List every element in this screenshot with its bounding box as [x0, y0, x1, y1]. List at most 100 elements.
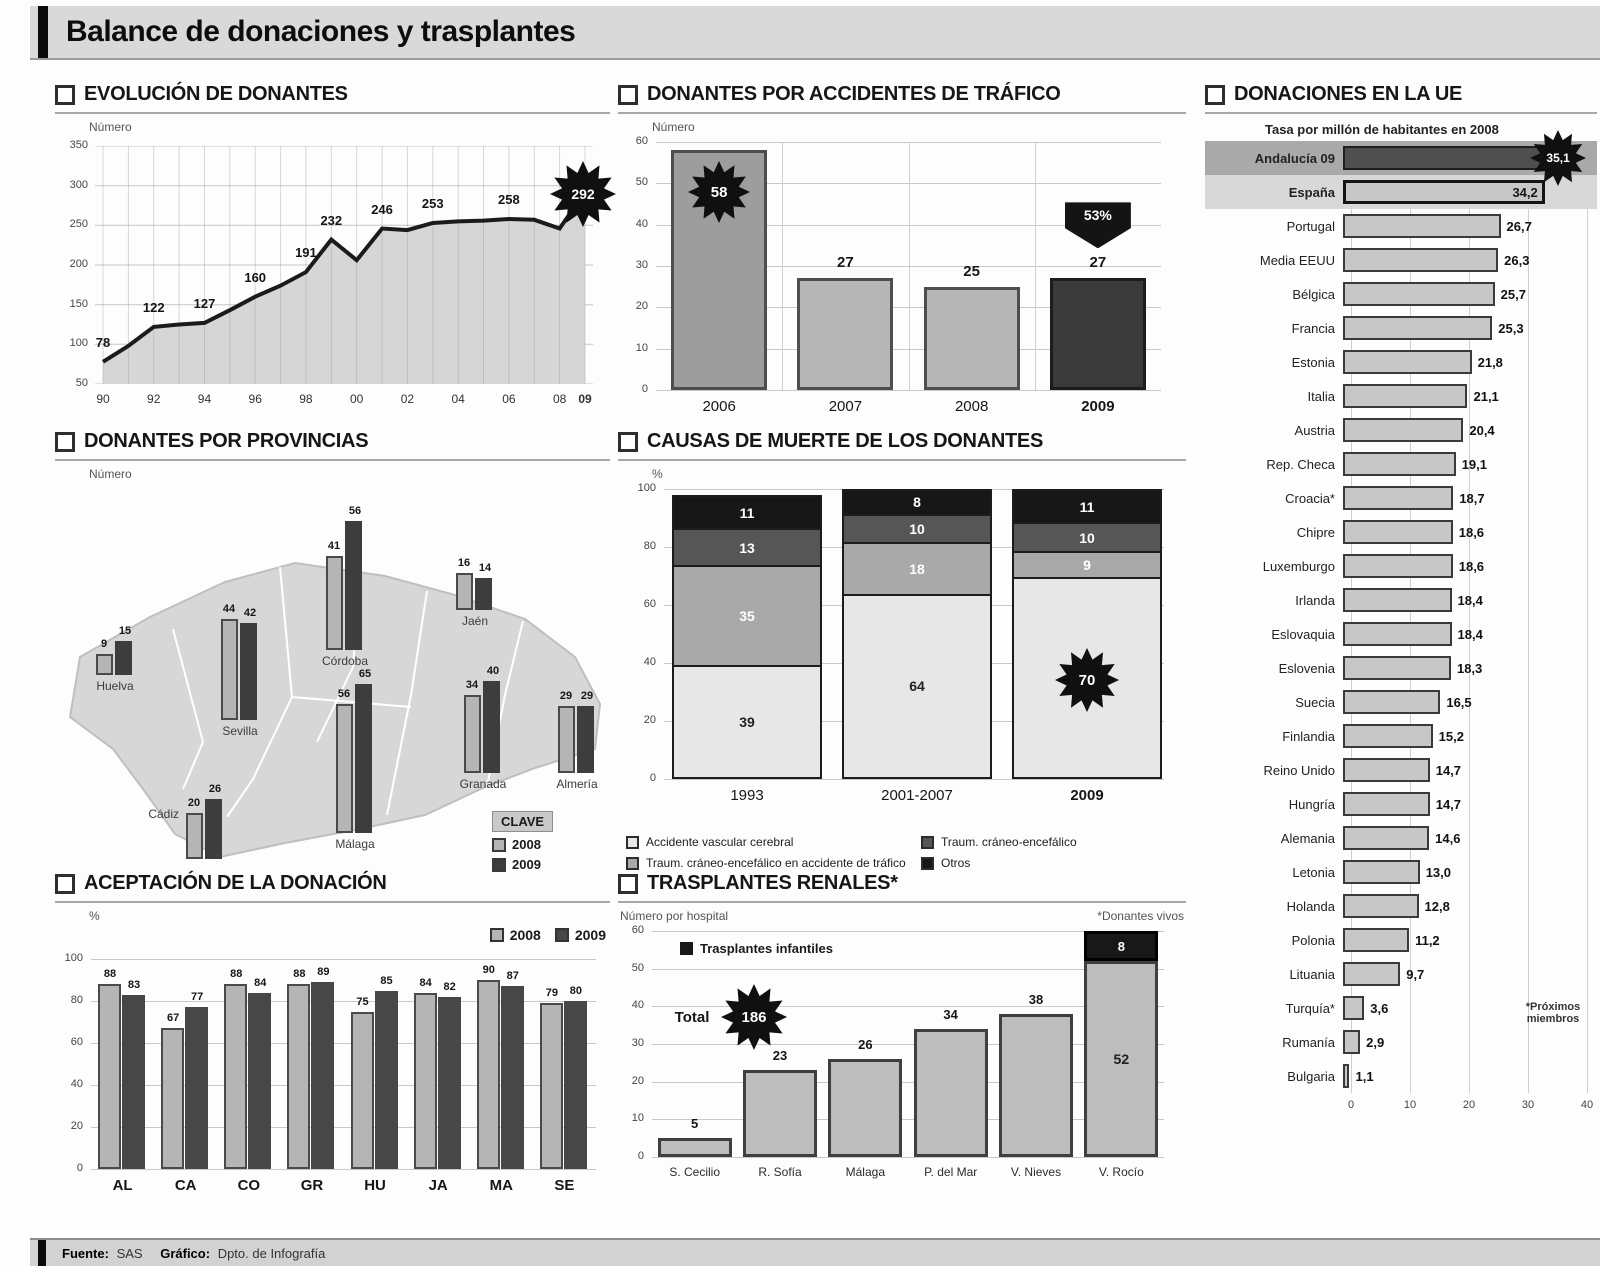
y-axis-tick: 40 — [70, 1078, 83, 1090]
province-value-2009: 15 — [118, 624, 132, 637]
bar-value-2009: 89 — [317, 966, 330, 979]
y-axis-tick: 20 — [643, 714, 656, 726]
starburst-icon — [688, 161, 751, 224]
eu-country-row: Alemania 14,6 — [1205, 821, 1597, 855]
province-value-2008: 41 — [327, 539, 341, 552]
y-axis-tick: 60 — [631, 924, 644, 936]
x-axis-category: V. Nieves — [1010, 1165, 1062, 1179]
gridline — [656, 390, 1161, 391]
country-label: Holanda — [1286, 898, 1335, 914]
stacked-column-2001-2007: 8 10 18 64 — [842, 489, 992, 779]
country-label: Eslovaquia — [1271, 626, 1335, 642]
country-label: Finlandia — [1282, 728, 1335, 744]
acceptance-bar-2009 — [563, 1001, 587, 1169]
country-bar: 34,2 — [1343, 180, 1545, 204]
province-bar-2009 — [483, 681, 500, 773]
country-value: 16,5 — [1446, 694, 1472, 710]
eu-country-row: Finlandia 15,2 — [1205, 719, 1597, 753]
line-chart-canvas — [95, 145, 593, 385]
y-axis-tick: 20 — [631, 1074, 644, 1087]
bar-value-2008: 84 — [419, 976, 432, 989]
country-bar — [1343, 996, 1365, 1020]
country-label: Alemania — [1280, 830, 1335, 846]
country-label: Chipre — [1296, 524, 1335, 540]
gridline — [652, 1081, 1164, 1083]
legend-label: 2009 — [512, 857, 541, 872]
data-point-label: 258 — [498, 191, 520, 207]
country-bar — [1343, 350, 1472, 374]
hospital-bar — [657, 1138, 732, 1157]
country-value: 2,9 — [1366, 1034, 1385, 1050]
section-header: EVOLUCIÓN DE DONANTES — [55, 83, 610, 114]
footer-left-bar — [38, 1240, 46, 1266]
x-axis-tick: 40 — [1580, 1099, 1594, 1111]
x-axis-tick: 00 — [349, 392, 364, 406]
y-axis-tick: 60 — [70, 1036, 83, 1048]
section-header: TRASPLANTES RENALES* — [618, 872, 1186, 903]
footer: Fuente: SAS Gráfico: Dpto. de Infografía — [30, 1238, 1600, 1266]
country-label: Eslovenia — [1278, 660, 1335, 676]
section-title: ACEPTACIÓN DE LA DONACIÓN — [84, 872, 387, 894]
country-value: 25,3 — [1498, 320, 1524, 336]
x-axis-tick: 90 — [96, 392, 110, 406]
map-legend: CLAVE 2008 2009 — [492, 811, 584, 872]
footnote-label: *Donantes vivos — [1097, 909, 1184, 923]
gridline — [652, 1119, 1164, 1121]
eu-country-row: Francia 25,3 — [1205, 311, 1597, 345]
gridline — [91, 1127, 596, 1128]
province-bar-2009 — [115, 640, 132, 675]
axis-unit-label: Número — [652, 120, 695, 134]
gridline — [652, 1044, 1164, 1045]
gridline — [91, 1169, 596, 1170]
legend-label: Traum. cráneo-encefálico — [941, 835, 1077, 849]
country-bar — [1343, 146, 1551, 170]
panel-donantes-provincias: DONANTES POR PROVINCIAS Número CLAVE 200… — [55, 430, 610, 872]
country-bar — [1343, 622, 1452, 646]
segment-1: 39 — [674, 665, 820, 777]
segment-1: 70 — [1014, 576, 1160, 777]
bar-value-label: 38 — [1028, 991, 1044, 1007]
country-label: Bélgica — [1292, 286, 1335, 302]
x-axis-category: CO — [237, 1177, 261, 1194]
data-point-label: 160 — [244, 269, 267, 285]
province-bar-2008 — [96, 654, 113, 675]
starburst-value: 35,1 — [1546, 151, 1570, 165]
province-bar-2009 — [355, 683, 372, 833]
x-axis-tick: 96 — [248, 392, 262, 406]
legend-swatch-icon — [626, 836, 639, 849]
y-axis-tick: 300 — [69, 178, 88, 191]
bar-value-2009: 77 — [191, 991, 204, 1004]
source-value: SAS — [116, 1245, 143, 1261]
country-label: Letonia — [1292, 864, 1335, 880]
x-axis-category: SE — [554, 1177, 575, 1194]
x-axis-tick: 04 — [451, 392, 465, 406]
y-axis-tick: 20 — [635, 300, 648, 313]
stacked-column-1993: 11 13 35 39 — [672, 494, 822, 779]
map-chart-provincias: CLAVE 2008 2009 9 15 Huelva 44 42 Sevilla 41 56 C… — [55, 483, 610, 872]
panel-trasplantes-renales: TRASPLANTES RENALES* Número por hospital… — [618, 872, 1186, 1214]
line-chart-evolucion: 50 100 150 200 250 300 350 78 122 127 160 191 232 246… — [55, 136, 616, 424]
panel-aceptacion-donacion: ACEPTACIÓN DE LA DONACIÓN % 2008 2009 0 20… — [55, 872, 610, 1214]
y-axis-tick: 150 — [69, 297, 88, 310]
country-value: 21,8 — [1477, 354, 1503, 370]
chart-legend: Accidente vascular cerebral Traum. cráneo… — [626, 835, 1186, 871]
province-value-2009: 42 — [243, 607, 257, 620]
x-axis-tick: 08 — [552, 392, 567, 406]
country-value: 3,6 — [1370, 1000, 1389, 1016]
province-name: Granada — [459, 777, 507, 791]
legend-label: Otros — [941, 856, 971, 870]
eu-country-row: Hungría 14,7 — [1205, 787, 1597, 821]
province-value-2008: 44 — [222, 602, 236, 615]
x-axis-tick: 09 — [578, 392, 592, 406]
legend-item: 2009 — [554, 927, 606, 943]
hospital-bar: 52 — [1084, 961, 1159, 1157]
country-value: 18,7 — [1459, 490, 1485, 506]
y-axis-tick: 50 — [635, 176, 648, 189]
country-bar — [1343, 962, 1401, 986]
starburst-icon — [550, 161, 616, 227]
country-value: 15,2 — [1438, 728, 1464, 744]
country-value: 18,4 — [1457, 592, 1483, 608]
section-title: CAUSAS DE MUERTE DE LOS DONANTES — [647, 430, 1043, 452]
country-value: 18,6 — [1458, 524, 1485, 540]
eu-country-row: Letonia 13,0 — [1205, 855, 1597, 889]
